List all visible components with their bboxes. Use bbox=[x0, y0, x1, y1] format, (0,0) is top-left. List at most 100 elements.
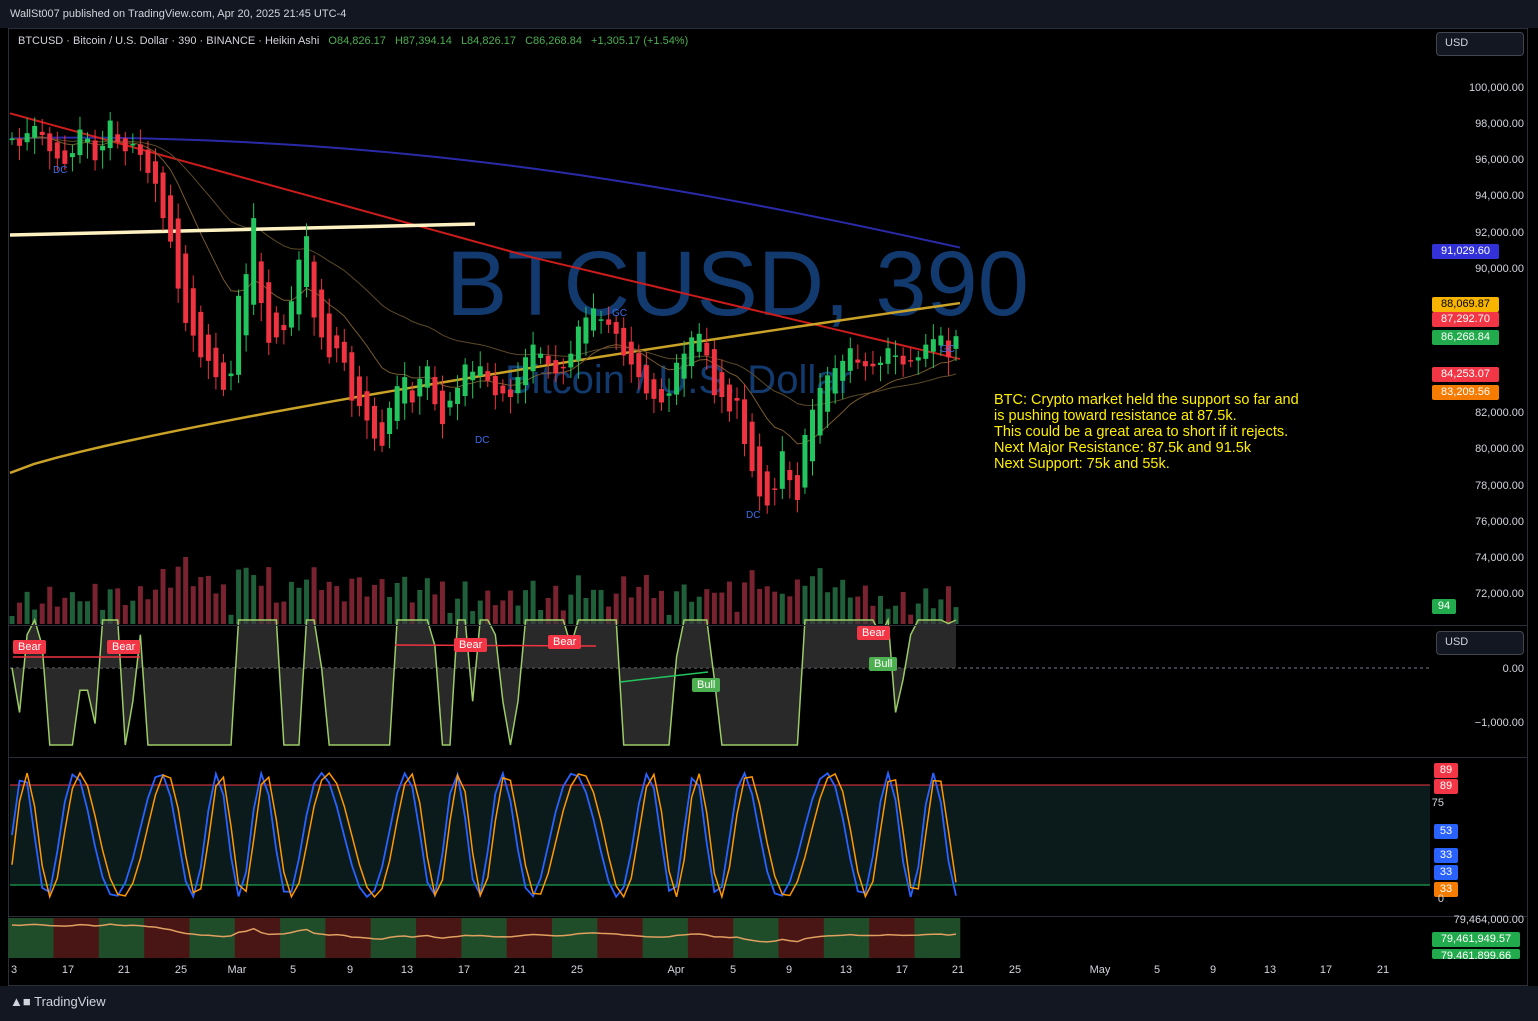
obv-bar bbox=[635, 918, 644, 958]
volume-bar bbox=[477, 600, 483, 624]
volume-bar bbox=[507, 590, 513, 624]
volume-bar bbox=[840, 579, 846, 624]
volume-bar bbox=[908, 614, 914, 624]
volume-bar bbox=[817, 568, 823, 624]
pane-divider[interactable] bbox=[8, 625, 1528, 626]
obv-bar bbox=[650, 918, 659, 958]
symbol-description[interactable]: BTCUSD · Bitcoin / U.S. Dollar · 390 · B… bbox=[18, 35, 320, 47]
candle-body bbox=[832, 368, 838, 394]
obv-bar bbox=[83, 918, 92, 958]
volume-bar bbox=[870, 605, 876, 624]
volume-bar bbox=[689, 601, 695, 624]
pane-divider[interactable] bbox=[8, 916, 1528, 917]
obv-bar bbox=[627, 918, 636, 958]
obv-bar bbox=[831, 918, 840, 958]
volume-bar bbox=[168, 587, 174, 624]
currency-selector[interactable]: USD bbox=[1436, 32, 1524, 56]
volume-bar bbox=[311, 567, 317, 624]
osc-currency-selector[interactable]: USD bbox=[1436, 631, 1524, 655]
time-axis-label: 17 bbox=[61, 964, 75, 976]
stoch-axis-label: 75 bbox=[1431, 797, 1444, 809]
candle-body bbox=[870, 363, 876, 367]
candle-body bbox=[893, 355, 899, 357]
obv-bar bbox=[755, 918, 764, 958]
chart-frame bbox=[8, 28, 1528, 986]
candle-body bbox=[62, 150, 68, 164]
obv-bar bbox=[242, 918, 251, 958]
volume-bar bbox=[953, 607, 959, 624]
obv-bar bbox=[264, 918, 274, 958]
ma-blue-line bbox=[9, 136, 961, 249]
annotation-line: Next Support: 75k and 55k. bbox=[994, 456, 1170, 472]
candle-body bbox=[945, 340, 951, 358]
obv-bar bbox=[30, 918, 39, 958]
published-info: WallSt007 published on TradingView.com, … bbox=[10, 8, 347, 20]
bear-signal: Bear bbox=[454, 638, 488, 652]
candle-body bbox=[885, 348, 891, 364]
candle-body bbox=[621, 327, 627, 356]
volume-bar bbox=[175, 566, 181, 624]
volume-bar bbox=[530, 580, 536, 624]
obv-bar bbox=[166, 918, 175, 958]
price-tag-ma-orange: 83,209.56 bbox=[1432, 385, 1499, 400]
stoch-axis-label: 0 bbox=[1437, 893, 1444, 905]
analysis-annotation[interactable]: BTC: Crypto market held the support so f… bbox=[994, 392, 1299, 472]
pane-divider[interactable] bbox=[8, 757, 1528, 758]
volume-bar bbox=[885, 608, 891, 624]
time-axis-label: 13 bbox=[839, 964, 853, 976]
candle-body bbox=[877, 362, 883, 366]
candle-body bbox=[530, 344, 536, 372]
obv-tag: 79,461,899.66 bbox=[1432, 949, 1520, 959]
symbol-legend: BTCUSD · Bitcoin / U.S. Dollar · 390 · B… bbox=[18, 35, 688, 47]
obv-bar bbox=[823, 918, 832, 958]
obv-bar bbox=[302, 918, 311, 958]
candle-body bbox=[757, 446, 763, 497]
volume-bar bbox=[39, 603, 45, 624]
obv-bar bbox=[476, 918, 485, 958]
volume-bar bbox=[802, 585, 808, 624]
annotation-line: Next Major Resistance: 87.5k and 91.5k bbox=[994, 440, 1252, 456]
obv-bar bbox=[325, 918, 334, 958]
volume-bar bbox=[54, 606, 60, 624]
candle-body bbox=[205, 334, 211, 361]
candle-body bbox=[568, 353, 574, 368]
obv-bar bbox=[408, 918, 417, 958]
candle-body bbox=[288, 301, 294, 328]
volume-bar bbox=[930, 608, 936, 624]
volume-bar bbox=[356, 577, 362, 624]
obv-bar bbox=[310, 918, 319, 958]
obv-bar bbox=[53, 918, 62, 958]
volume-bar bbox=[69, 592, 75, 624]
candle-body bbox=[591, 308, 597, 331]
volume-bar bbox=[598, 589, 604, 624]
obv-bar bbox=[68, 918, 77, 958]
volume-bar bbox=[545, 597, 551, 624]
stoch-tag: 53 bbox=[1434, 824, 1458, 839]
candle-body bbox=[394, 386, 400, 421]
tradingview-logo[interactable]: ▲■ TradingView bbox=[10, 994, 106, 1009]
volume-bar bbox=[794, 579, 800, 624]
candle-body bbox=[213, 347, 219, 378]
obv-bar bbox=[317, 918, 326, 958]
volume-bar bbox=[24, 591, 30, 624]
obv-bar bbox=[710, 918, 719, 958]
volume-bar bbox=[825, 592, 831, 624]
obv-bar bbox=[106, 918, 115, 958]
candle-body bbox=[560, 366, 566, 369]
candle-body bbox=[583, 317, 589, 344]
annotation-line: is pushing toward resistance at 87.5k. bbox=[994, 408, 1237, 424]
candle-body bbox=[930, 339, 936, 352]
volume-bar bbox=[893, 605, 899, 624]
obv-bar bbox=[61, 918, 70, 958]
volume-bar bbox=[183, 556, 189, 624]
volume-bar bbox=[749, 570, 755, 624]
volume-bar bbox=[855, 596, 861, 624]
time-axis-label: 17 bbox=[457, 964, 471, 976]
volume-bar bbox=[515, 605, 521, 624]
candle-body bbox=[455, 387, 461, 405]
candle-body bbox=[439, 390, 445, 425]
volume-bar bbox=[341, 601, 347, 624]
price-axis-label: 94,000.00 bbox=[1475, 190, 1524, 202]
volume-bar bbox=[273, 602, 279, 624]
